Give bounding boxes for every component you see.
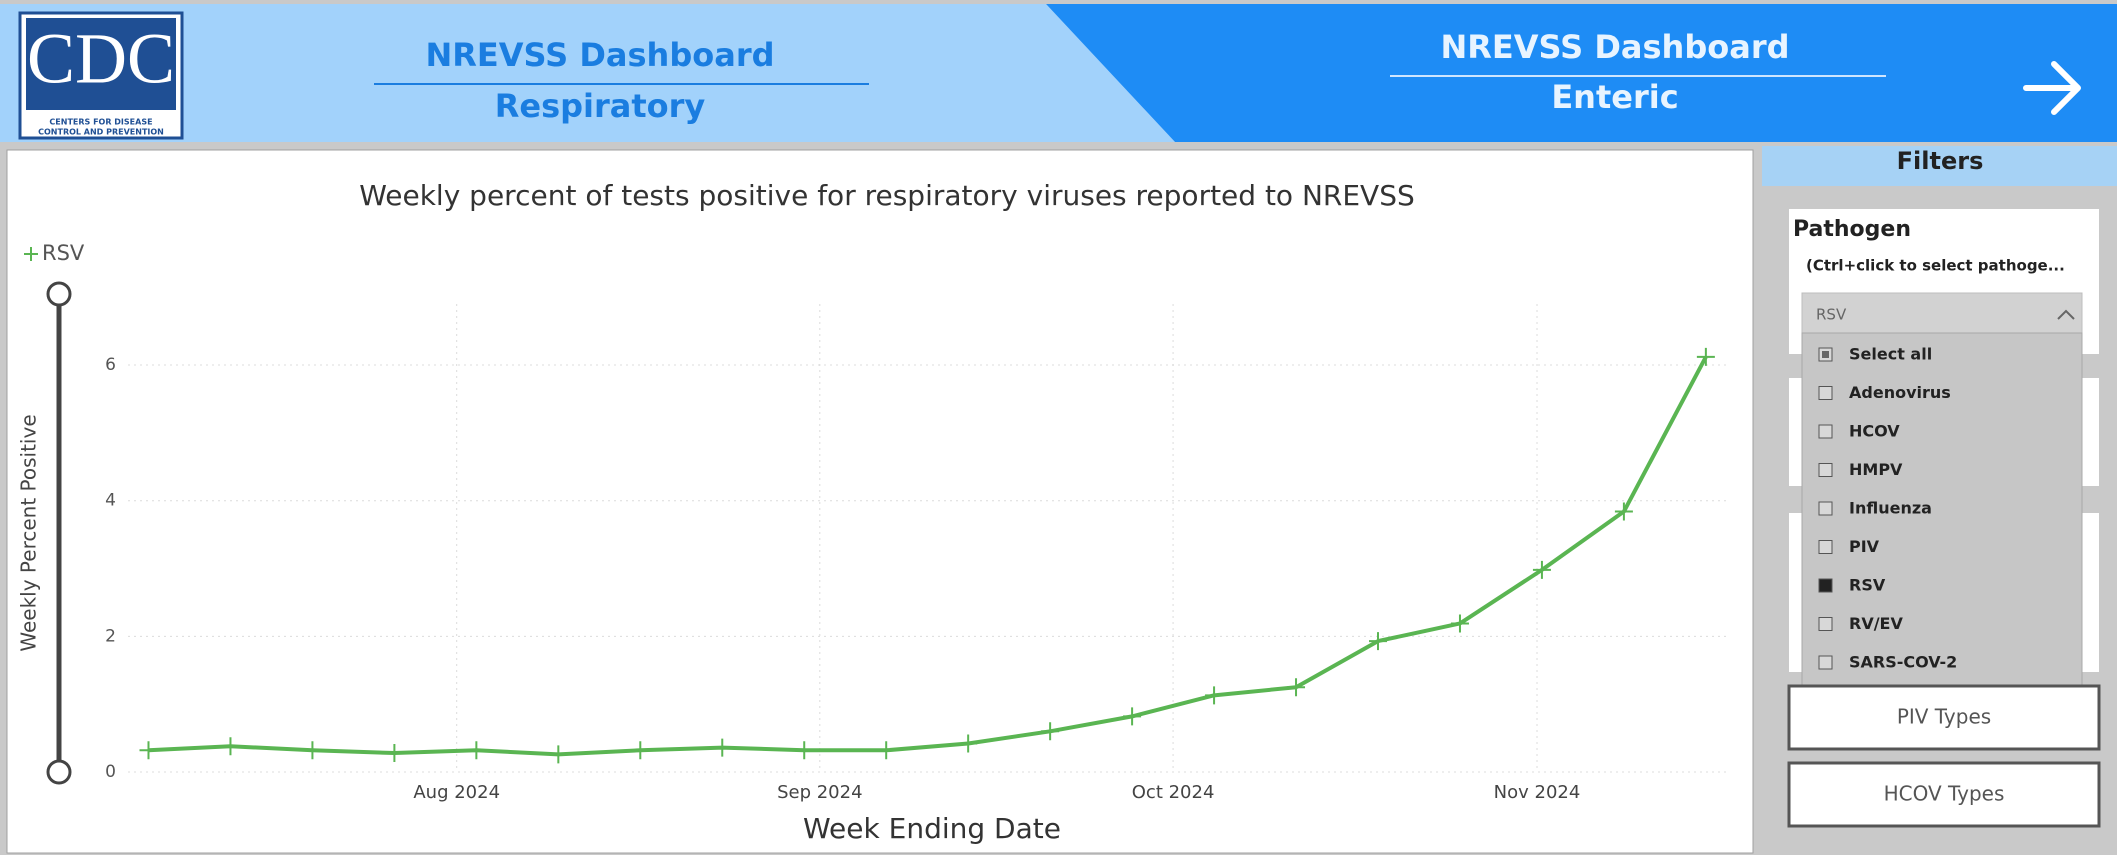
dropdown[interactable] — [1801, 292, 2083, 334]
option-label[interactable]: Influenza — [1849, 499, 1932, 518]
logo-abbr: CDC — [27, 19, 175, 99]
logo-line: CONTROL AND PREVENTION — [38, 128, 164, 137]
point-marker — [139, 741, 158, 760]
y-tick-label: 6 — [105, 355, 116, 375]
y-axis-label: Weekly Percent Positive — [17, 414, 41, 651]
y-tick-label: 0 — [105, 762, 116, 782]
legend-label[interactable]: RSV — [42, 241, 85, 265]
point-marker — [795, 741, 814, 760]
filter-hint: (Ctrl+click to select pathoge... — [1806, 257, 2065, 275]
plot: 0 2 4 6 Aug 2024 Sep 2024 Oct 2024 Nov 2024 RSV — [24, 241, 1728, 803]
range-slider-handle[interactable] — [46, 281, 72, 307]
point-marker — [1369, 632, 1387, 651]
button-label[interactable]: HCOV Types — [1884, 782, 2005, 806]
filter-label: Pathogen — [1793, 217, 1911, 242]
tab-respiratory-bg[interactable] — [0, 4, 1175, 142]
filters-header — [1762, 146, 2117, 186]
point-marker — [1696, 347, 1715, 366]
option-label[interactable]: RV/EV — [1849, 614, 1903, 633]
tab-enteric-bg[interactable] — [1046, 4, 2117, 142]
series-line — [148, 355, 1708, 757]
checkbox[interactable] — [1818, 540, 1833, 554]
next-arrow[interactable] — [2023, 61, 2081, 115]
filter-button[interactable] — [1787, 684, 2101, 751]
checkbox[interactable] — [1818, 424, 1833, 439]
button-label[interactable]: PIV Types — [1897, 705, 1991, 729]
checkbox[interactable] — [1818, 463, 1833, 477]
point-marker — [1123, 707, 1142, 726]
checkbox[interactable] — [1818, 501, 1833, 516]
option-label[interactable]: PIV — [1849, 537, 1880, 556]
logo-line: CENTERS FOR DISEASE — [49, 118, 152, 127]
point-marker — [959, 734, 978, 753]
point-marker — [713, 738, 732, 757]
checkbox-partial[interactable] — [1822, 351, 1829, 358]
point-marker — [385, 744, 404, 763]
point-marker — [467, 741, 486, 760]
option-label[interactable]: RSV — [1849, 576, 1886, 595]
point-marker — [631, 741, 650, 760]
y-tick-label: 2 — [105, 626, 116, 646]
option-label[interactable]: Adenovirus — [1849, 383, 1951, 402]
x-tick-label: Oct 2024 — [1132, 782, 1215, 803]
x-axis-label: Week Ending Date — [803, 812, 1061, 845]
option-label[interactable]: HCOV — [1849, 422, 1900, 441]
options: Select all Adenovirus HCOV HMPV Influenza PIV… — [1818, 345, 1957, 672]
option-label[interactable]: Select all — [1849, 345, 1932, 364]
tab-title[interactable]: NREVSS Dashboard — [426, 36, 775, 74]
x-tick-label: Nov 2024 — [1494, 782, 1581, 803]
point-marker — [1450, 614, 1469, 633]
range-slider-handle[interactable] — [46, 759, 72, 785]
point-marker — [1532, 560, 1551, 579]
tab-subtitle[interactable]: Respiratory — [495, 87, 706, 125]
point-marker — [303, 741, 322, 760]
point-marker — [1614, 502, 1633, 521]
point-marker — [877, 741, 896, 760]
chart-panel — [6, 149, 1754, 854]
x-tick-label: Aug 2024 — [413, 782, 500, 803]
checkbox[interactable] — [1818, 578, 1833, 593]
checkbox[interactable] — [1818, 617, 1833, 631]
dropdown-chevron[interactable] — [2057, 309, 2075, 320]
legend-marker — [24, 247, 38, 261]
point-marker — [1205, 686, 1224, 705]
logo-field — [26, 18, 176, 110]
dropdown-list — [1801, 332, 2083, 696]
tab-subtitle[interactable]: Enteric — [1551, 78, 1678, 116]
option-label[interactable]: HMPV — [1849, 460, 1903, 479]
y-tick-label: 4 — [105, 491, 116, 511]
chart-title: Weekly percent of tests positive for res… — [359, 179, 1415, 212]
point-marker — [1041, 722, 1060, 741]
point-marker — [221, 737, 240, 756]
filter-button[interactable] — [1787, 761, 2101, 828]
checkbox[interactable] — [1818, 655, 1833, 670]
filters-title: Filters — [1897, 147, 1984, 175]
x-tick-label: Sep 2024 — [777, 782, 862, 803]
point-marker — [549, 745, 568, 764]
buttons: PIV Types HCOV Types — [1787, 684, 2101, 828]
dropdown-value[interactable]: RSV — [1816, 306, 1847, 324]
tab-title[interactable]: NREVSS Dashboard — [1441, 28, 1790, 66]
point-marker — [1287, 678, 1306, 697]
checkbox[interactable] — [1818, 386, 1833, 400]
option-label[interactable]: SARS-COV-2 — [1849, 653, 1957, 672]
